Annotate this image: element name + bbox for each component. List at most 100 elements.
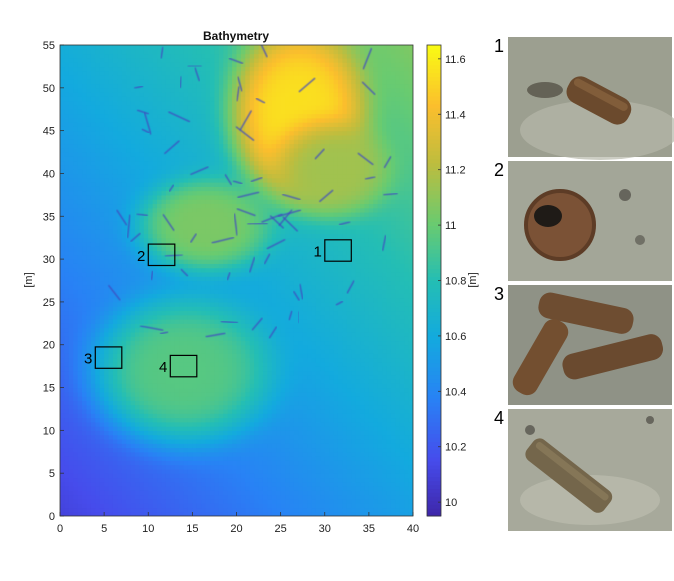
heatmap-cell (254, 451, 260, 457)
heatmap-cell (240, 284, 246, 290)
heatmap-cell (258, 481, 264, 487)
heatmap-cell (130, 49, 136, 55)
heatmap-cell (121, 319, 127, 324)
heatmap-cell (223, 426, 229, 431)
heatmap-cell (60, 156, 66, 162)
heatmap-cell (205, 477, 211, 483)
heatmap-cell (82, 207, 88, 213)
heatmap-cell (90, 87, 96, 93)
heatmap-cell (183, 451, 189, 457)
heatmap-cell (192, 241, 198, 247)
heatmap-cell (187, 147, 193, 153)
heatmap-cell (183, 494, 189, 500)
heatmap-cell (201, 293, 207, 299)
heatmap-cell (187, 271, 193, 277)
heatmap-cell (174, 87, 180, 93)
heatmap-cell (60, 203, 66, 209)
heatmap-cell (130, 361, 136, 367)
heatmap-cell (130, 259, 136, 264)
heatmap-cell (152, 477, 158, 483)
heatmap-cell (236, 331, 242, 337)
heatmap-cell (126, 344, 132, 350)
heatmap-cell (192, 417, 198, 423)
heatmap-cell (223, 331, 229, 337)
heatmap-cell (232, 426, 238, 431)
heatmap-cell (249, 203, 255, 209)
heatmap-cell (60, 254, 66, 260)
heatmap-cell (90, 438, 96, 444)
heatmap-cell (205, 438, 211, 444)
heatmap-cell (135, 49, 141, 55)
heatmap-cell (232, 246, 238, 252)
heatmap-cell (210, 473, 216, 479)
heatmap-cell (157, 139, 163, 145)
heatmap-cell (143, 468, 149, 474)
heatmap-cell (82, 357, 88, 363)
heatmap-cell (192, 117, 198, 123)
heatmap-cell (121, 417, 127, 423)
heatmap-cell (130, 438, 136, 444)
heatmap-cell (174, 104, 180, 110)
heatmap-cell (99, 413, 105, 419)
heatmap-cell (82, 451, 88, 457)
heatmap-cell (143, 211, 149, 217)
heatmap-cell (183, 473, 189, 479)
heatmap-cell (232, 314, 238, 320)
heatmap-cell (223, 438, 229, 444)
heatmap-cell (82, 152, 88, 157)
heatmap-cell (183, 511, 189, 516)
heatmap-cell (68, 331, 74, 337)
heatmap-cell (240, 229, 246, 234)
heatmap-cell (135, 177, 141, 183)
heatmap-cell (82, 220, 88, 226)
heatmap-cell (258, 477, 264, 483)
heatmap-cell (210, 126, 216, 132)
heatmap-cell (201, 45, 207, 50)
heatmap-cell (157, 456, 163, 461)
heatmap-cell (157, 104, 163, 110)
heatmap-cell (227, 134, 233, 140)
heatmap-cell (165, 391, 171, 397)
heatmap-cell (143, 53, 149, 59)
heatmap-cell (130, 297, 136, 303)
heatmap-cell (99, 357, 105, 363)
heatmap-cell (117, 207, 123, 213)
heatmap-cell (64, 323, 70, 329)
heatmap-cell (68, 396, 74, 401)
heatmap-cell (161, 224, 167, 230)
heatmap-cell (99, 207, 105, 213)
heatmap-cell (179, 130, 185, 136)
heatmap-cell (64, 408, 70, 414)
heatmap-cell (236, 503, 242, 509)
heatmap-cell (117, 374, 123, 380)
heatmap-cell (179, 511, 185, 516)
heatmap-cell (135, 190, 141, 196)
heatmap-cell (108, 237, 114, 243)
heatmap-cell (95, 421, 101, 427)
heatmap-cell (210, 104, 216, 110)
heatmap-cell (126, 164, 132, 170)
heatmap-cell (227, 74, 233, 80)
heatmap-cell (258, 464, 264, 470)
heatmap-cell (77, 177, 83, 183)
heatmap-cell (157, 451, 163, 457)
heatmap-cell (214, 336, 220, 342)
heatmap-cell (183, 293, 189, 299)
heatmap-cell (112, 498, 118, 504)
heatmap-cell (108, 426, 114, 431)
heatmap-cell (112, 434, 118, 440)
heatmap-cell (245, 344, 251, 350)
heatmap-cell (201, 353, 207, 359)
heatmap-cell (73, 182, 79, 187)
heatmap-cell (223, 92, 229, 97)
heatmap-cell (218, 340, 224, 346)
heatmap-cell (236, 113, 242, 119)
heatmap-cell (232, 199, 238, 205)
heatmap-cell (245, 486, 251, 491)
heatmap-cell (245, 92, 251, 97)
heatmap-cell (82, 113, 88, 119)
heatmap-cell (86, 323, 92, 329)
heatmap-cell (205, 104, 211, 110)
heatmap-cell (130, 276, 136, 282)
heatmap-cell (232, 169, 238, 175)
